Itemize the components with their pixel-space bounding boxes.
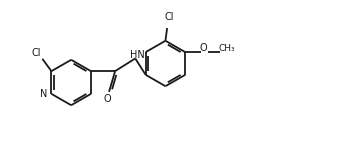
Text: HN: HN [129, 50, 144, 60]
Text: N: N [40, 89, 48, 99]
Text: CH₃: CH₃ [218, 44, 235, 53]
Text: O: O [200, 43, 207, 53]
Text: Cl: Cl [32, 48, 41, 58]
Text: Cl: Cl [164, 12, 174, 22]
Text: O: O [103, 93, 111, 104]
